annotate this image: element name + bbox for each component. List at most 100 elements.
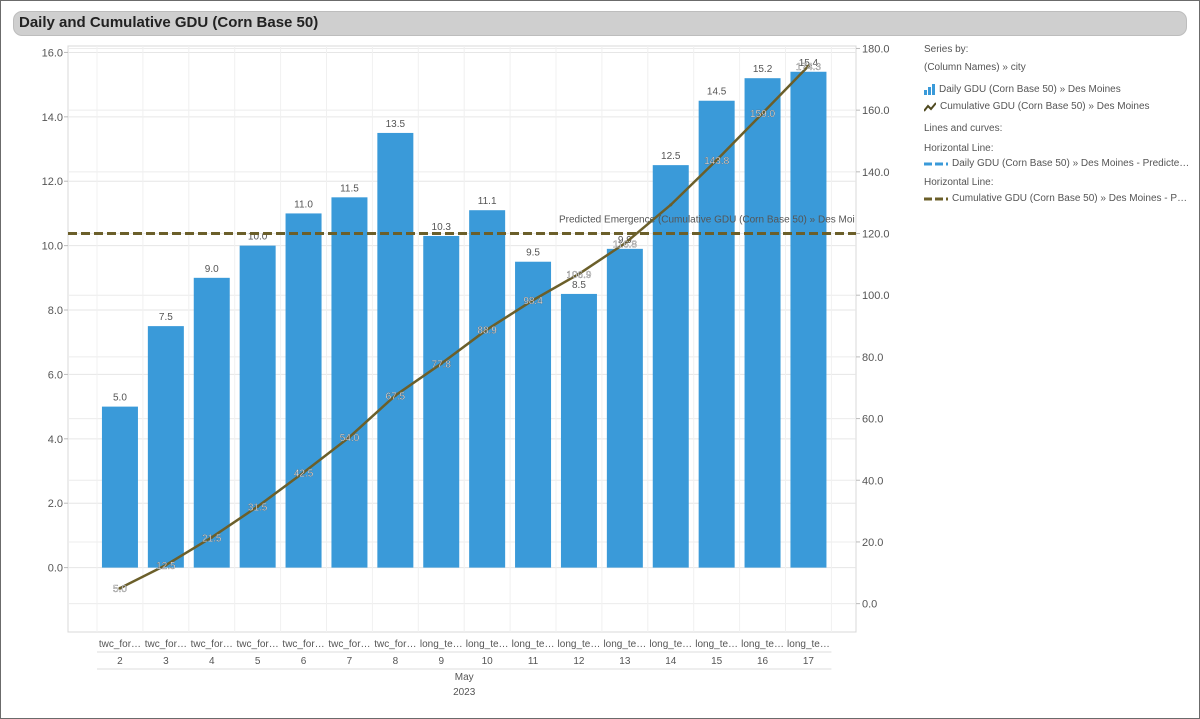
y-right-tick-label: 60.0 [862, 414, 883, 426]
y-right-tick-label: 140.0 [862, 167, 890, 179]
x-category-source-label: long_te… [420, 639, 463, 650]
bar [331, 197, 368, 568]
line-value-label: 143.8 [704, 156, 729, 167]
x-category-source-label: twc_for… [374, 639, 416, 650]
bar [193, 277, 230, 568]
x-category-source-label: twc_for… [99, 639, 141, 650]
line-value-label: 174.3 [796, 62, 821, 73]
legend-lines-header: Lines and curves: [924, 123, 1003, 134]
line-value-label: 31.5 [248, 502, 268, 513]
y-left-tick-label: 12.0 [42, 176, 63, 188]
x-category-day-label: 4 [209, 656, 215, 667]
x-category-day-label: 10 [482, 656, 494, 667]
chart-title: Daily and Cumulative GDU (Corn Base 50) [19, 14, 319, 31]
legend-hline-item-2[interactable]: Cumulative GDU (Corn Base 50) » Des Moin… [924, 193, 1187, 204]
line-point [715, 158, 719, 162]
bar [560, 293, 597, 568]
x-category-source-label: twc_for… [237, 639, 279, 650]
line-value-label: 5.0 [113, 584, 127, 595]
line-point [761, 111, 765, 115]
dashed-line-icon [924, 197, 948, 200]
x-category-source-label: twc_for… [145, 639, 187, 650]
y-right-tick-label: 120.0 [862, 229, 890, 241]
line-point [439, 362, 443, 366]
x-category-source-label: twc_for… [191, 639, 233, 650]
line-point [577, 272, 581, 276]
legend-item-label: Daily GDU (Corn Base 50) » Des Moines [939, 84, 1121, 95]
bar-value-label: 10.3 [432, 222, 452, 233]
legend-series-by: Series by: [924, 44, 969, 55]
x-category-day-label: 9 [438, 656, 444, 667]
legend-hline-label: Daily GDU (Corn Base 50) » Des Moines - … [952, 158, 1190, 169]
bar-value-label: 13.5 [386, 119, 406, 130]
legend-hline-item-1[interactable]: Daily GDU (Corn Base 50) » Des Moines - … [924, 158, 1189, 169]
x-category-source-label: twc_for… [282, 639, 324, 650]
line-chart-icon [924, 102, 936, 112]
bar [606, 248, 643, 568]
line-value-label: 42.5 [294, 469, 314, 480]
x-category-source-label: long_te… [603, 639, 646, 650]
line-point [393, 393, 397, 397]
x-category-source-label: long_te… [695, 639, 738, 650]
bar-value-label: 11.0 [294, 199, 313, 210]
line-point [302, 471, 306, 475]
bar-value-label: 11.1 [478, 196, 497, 207]
x-category-day-label: 5 [255, 656, 261, 667]
line-point [485, 327, 489, 331]
bar-value-label: 8.5 [572, 280, 586, 291]
y-left-tick-label: 14.0 [42, 112, 63, 124]
x-category-day-label: 8 [393, 656, 399, 667]
reference-line-label: Predicted Emergence (Cumulative GDU (Cor… [559, 215, 855, 226]
y-left-tick-label: 6.0 [48, 369, 63, 381]
x-category-day-label: 13 [619, 656, 631, 667]
x-category-day-label: 17 [803, 656, 815, 667]
dashed-line-icon [924, 162, 948, 165]
line-point [806, 64, 810, 68]
x-category-source-label: long_te… [512, 639, 555, 650]
x-category-day-label: 7 [347, 656, 353, 667]
line-point [164, 563, 168, 567]
x-category-day-label: 14 [665, 656, 677, 667]
bar-value-label: 14.5 [707, 87, 727, 98]
line-value-label: 159.0 [750, 109, 775, 120]
x-category-day-label: 6 [301, 656, 307, 667]
y-left-tick-label: 4.0 [48, 434, 63, 446]
line-value-label: 77.8 [432, 360, 452, 371]
line-point [118, 586, 122, 590]
bar-value-label: 15.4 [799, 58, 819, 69]
bar-value-label: 7.5 [159, 312, 173, 323]
legend-column-path[interactable]: (Column Names) » city [924, 62, 1026, 73]
bar-value-label: 15.2 [753, 64, 773, 75]
line-value-label: 67.5 [386, 391, 406, 402]
y-right-tick-label: 100.0 [862, 290, 890, 302]
bar [698, 100, 735, 568]
title-bar: Daily and Cumulative GDU (Corn Base 50) [13, 11, 1187, 36]
x-category-source-label: long_te… [649, 639, 692, 650]
bar [790, 71, 827, 568]
bar [377, 132, 414, 568]
bar [239, 245, 276, 568]
bar-value-label: 10.0 [248, 232, 268, 243]
x-year-label: 2023 [453, 687, 476, 698]
y-right-tick-label: 160.0 [862, 105, 890, 117]
cumulative-line [119, 65, 810, 590]
x-category-day-label: 11 [528, 656, 539, 667]
x-category-source-label: long_te… [558, 639, 601, 650]
y-left-tick-label: 16.0 [42, 47, 63, 59]
bar [285, 213, 322, 568]
line-point [347, 435, 351, 439]
bar-value-label: 9.9 [618, 235, 632, 246]
legend-hline-header-1: Horizontal Line: [924, 143, 994, 154]
bar-chart-icon [924, 84, 935, 95]
legend-item-daily[interactable]: Daily GDU (Corn Base 50) » Des Moines [924, 84, 1121, 95]
y-right-tick-label: 40.0 [862, 475, 883, 487]
line-point [210, 535, 214, 539]
line-value-label: 54.0 [340, 433, 360, 444]
line-value-label: 21.5 [202, 533, 222, 544]
legend-hline-header-2: Horizontal Line: [924, 177, 994, 188]
legend-item-cumulative[interactable]: Cumulative GDU (Corn Base 50) » Des Moin… [924, 101, 1150, 112]
bar-value-label: 12.5 [661, 151, 681, 162]
x-category-source-label: twc_for… [328, 639, 370, 650]
line-value-label: 98.4 [523, 296, 543, 307]
